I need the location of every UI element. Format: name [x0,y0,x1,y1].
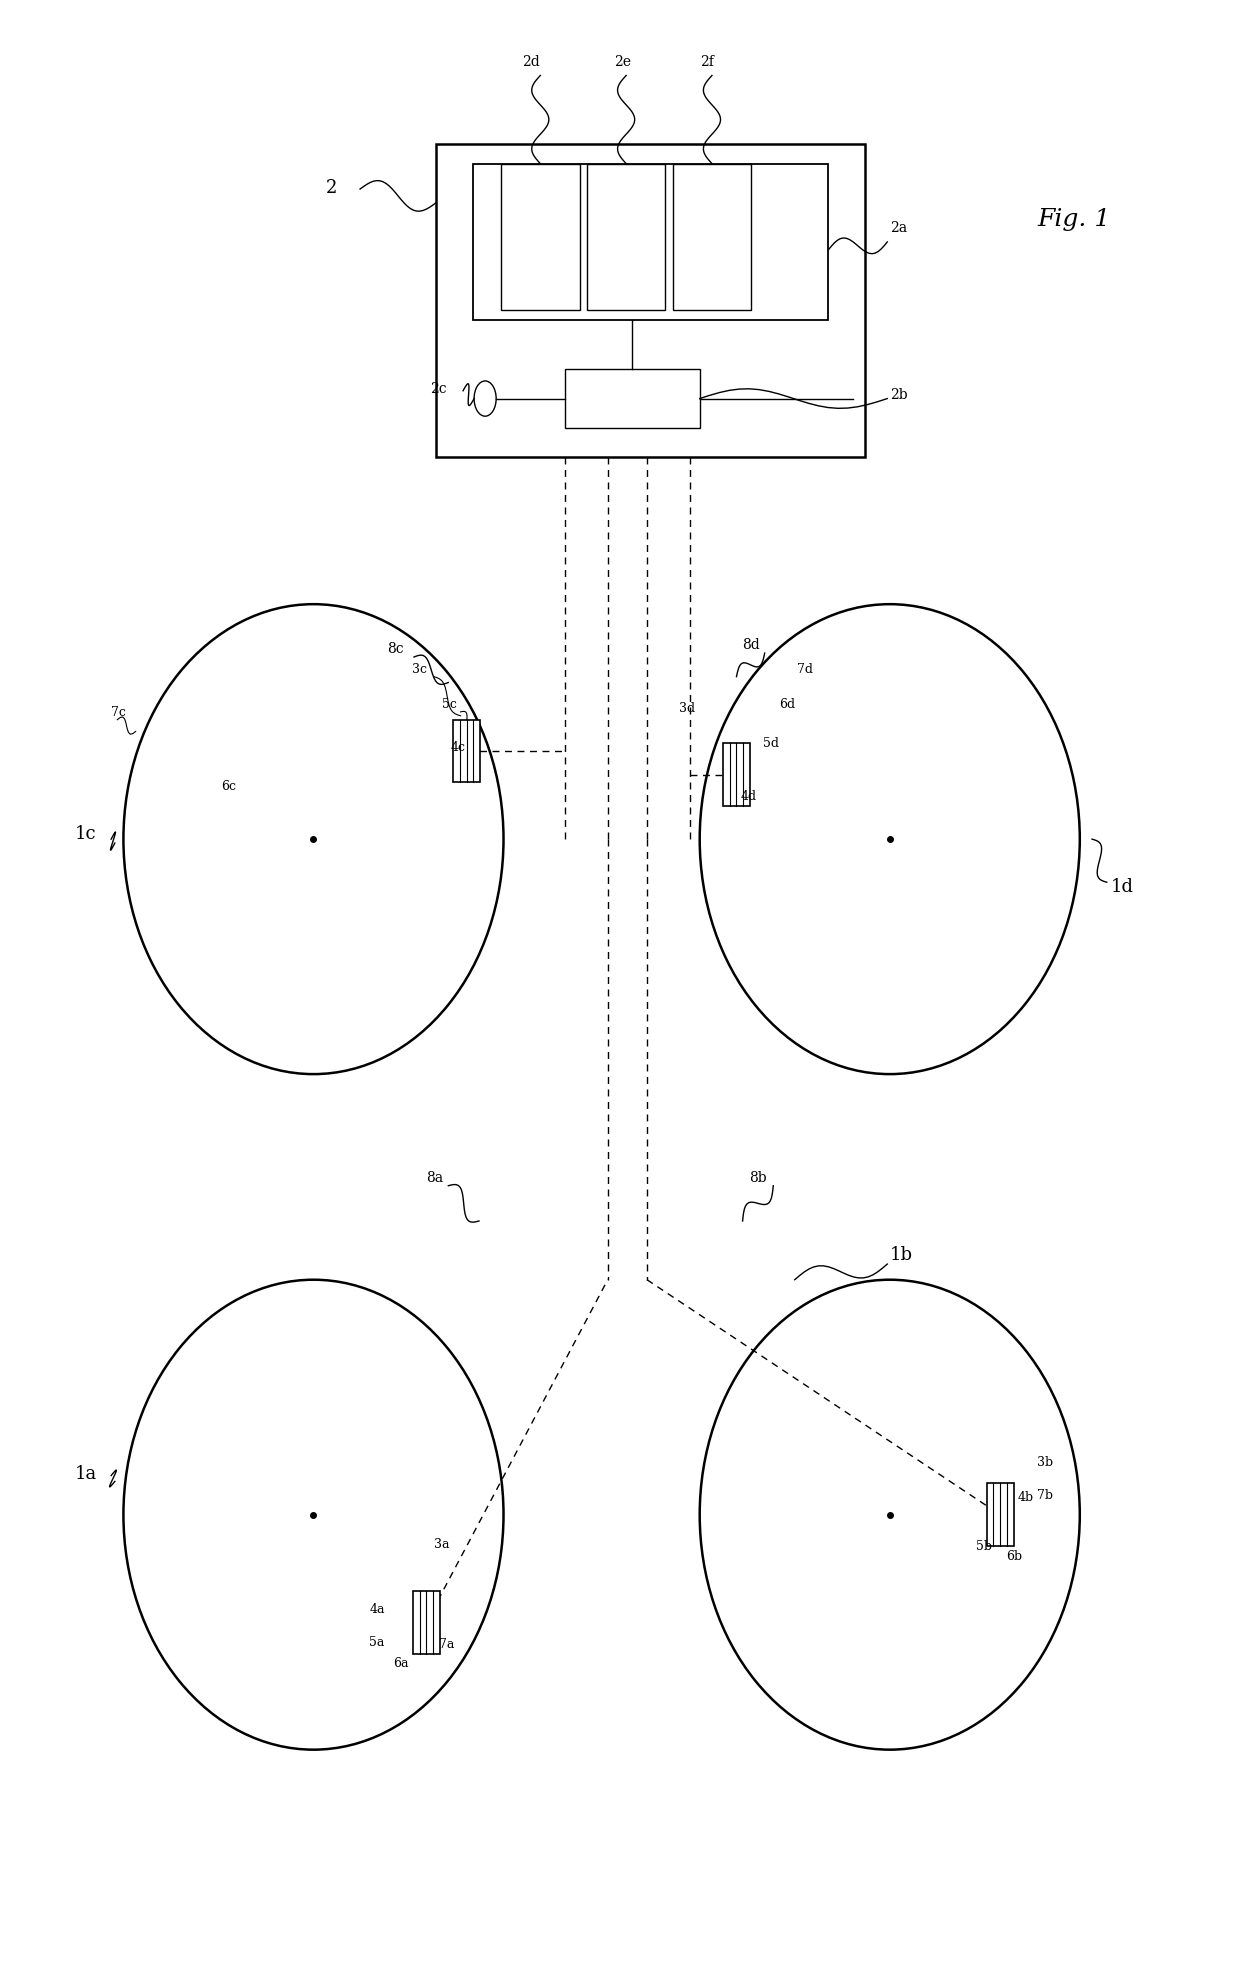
Text: 1b: 1b [890,1246,913,1264]
Bar [673,164,751,310]
Text: 7b: 7b [1037,1489,1053,1503]
Text: 7d: 7d [796,663,812,676]
Text: Fig. 1: Fig. 1 [1037,209,1110,231]
Bar [472,164,828,319]
Ellipse shape [699,1280,1080,1749]
Text: 2c: 2c [430,383,446,396]
Ellipse shape [124,603,503,1075]
Text: 2e: 2e [614,55,631,69]
Text: 8a: 8a [427,1171,444,1185]
Text: 2f: 2f [699,55,713,69]
Text: 8d: 8d [743,639,760,653]
Text: 8b: 8b [749,1171,766,1185]
Text: 3c: 3c [412,663,427,676]
Text: 8c: 8c [387,643,404,657]
Bar [587,164,666,310]
Text: 2b: 2b [890,388,908,402]
Bar [501,164,579,310]
Text: 3b: 3b [1037,1455,1053,1469]
Text: 6d: 6d [780,698,796,712]
Bar [723,743,750,807]
Text: 3a: 3a [434,1538,449,1550]
Text: 6a: 6a [393,1656,409,1670]
Bar [436,144,866,458]
Text: 7c: 7c [112,706,126,718]
Text: 6b: 6b [1006,1550,1022,1562]
Text: 2a: 2a [890,221,906,235]
Text: 4b: 4b [1017,1491,1033,1505]
Text: 5c: 5c [443,698,458,712]
Text: 4c: 4c [451,741,466,753]
Text: 5a: 5a [368,1637,384,1649]
Ellipse shape [699,603,1080,1075]
Text: 2d: 2d [522,55,539,69]
Text: 4a: 4a [370,1603,386,1615]
Text: 2: 2 [326,179,337,197]
Bar [987,1483,1013,1546]
Bar [565,369,699,428]
Text: 5d: 5d [764,738,780,749]
Text: 1d: 1d [1111,878,1133,895]
Text: 4d: 4d [740,791,756,803]
Text: 5b: 5b [976,1540,992,1552]
Text: 1c: 1c [74,824,95,844]
Text: 1a: 1a [74,1465,97,1483]
Bar [454,720,480,783]
Text: 6c: 6c [222,781,237,793]
Text: 7a: 7a [439,1639,454,1651]
Text: 3d: 3d [678,702,694,716]
Bar [413,1591,440,1655]
Ellipse shape [124,1280,503,1749]
